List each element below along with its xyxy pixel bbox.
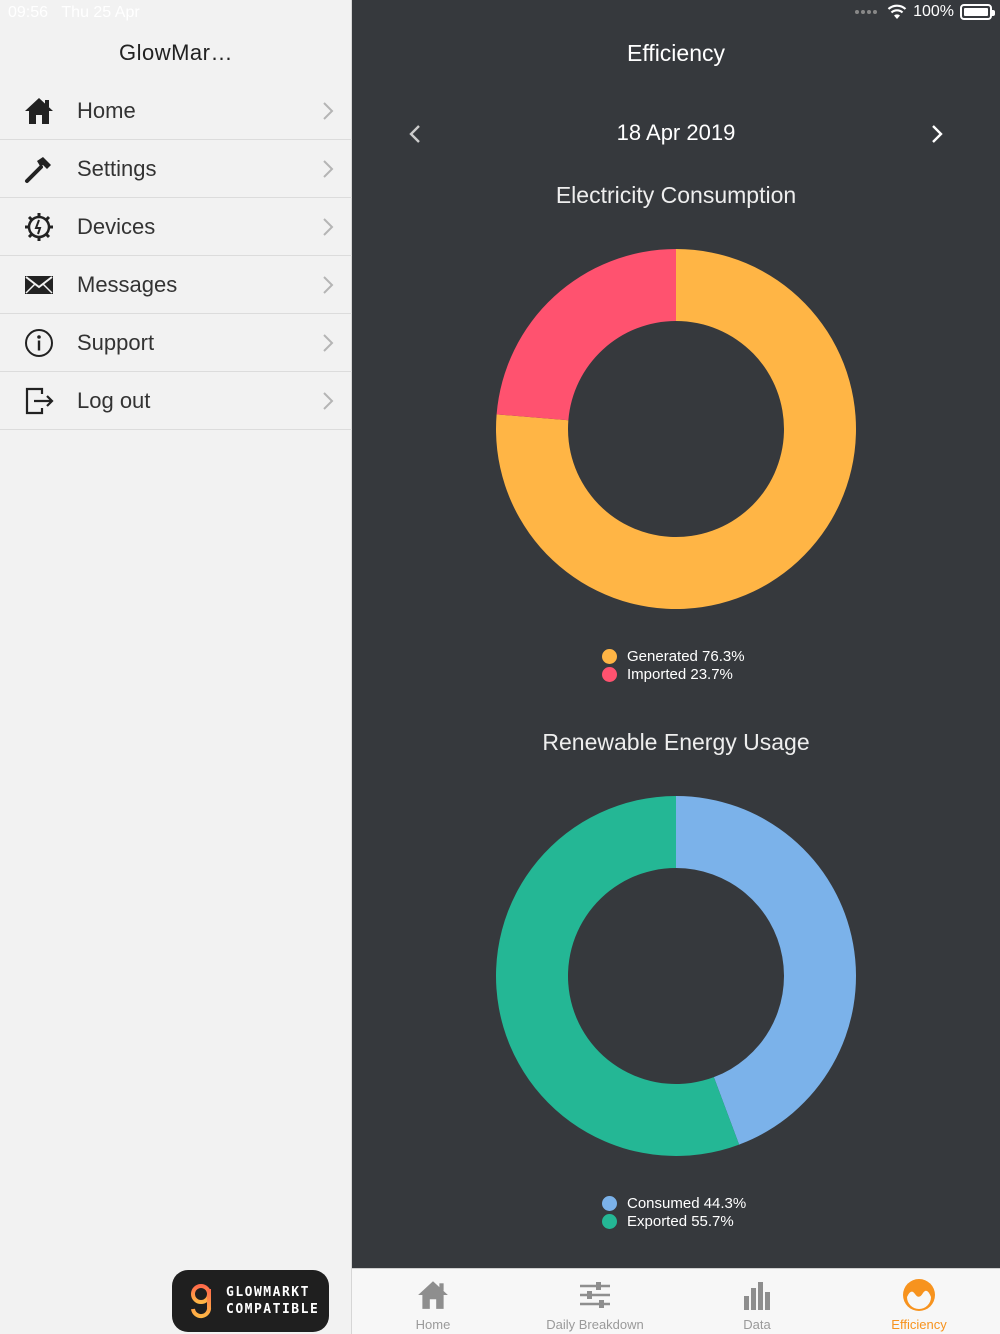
legend-item: Generated 76.3% xyxy=(602,647,745,665)
glowmarkt-logo-icon xyxy=(191,1284,212,1319)
date-label: 18 Apr 2019 xyxy=(616,120,736,145)
previous-date-button[interactable] xyxy=(406,124,426,144)
tab-home[interactable]: Home xyxy=(352,1269,514,1334)
donut-slice-consumed xyxy=(676,796,857,1145)
sidebar: GlowMar… Home Settings xyxy=(0,0,352,1334)
sidebar-item-logout[interactable]: Log out xyxy=(0,372,352,430)
legend-swatch xyxy=(602,1213,617,1229)
sidebar-item-devices[interactable]: Devices xyxy=(0,198,352,256)
sidebar-item-label: Log out xyxy=(77,387,151,413)
info-icon xyxy=(21,325,57,361)
logout-icon xyxy=(21,383,57,419)
sidebar-title: GlowMar… xyxy=(118,40,233,65)
tab-label: Data xyxy=(743,1317,771,1332)
renewable-energy-donut xyxy=(496,796,857,1156)
legend-item: Consumed 44.3% xyxy=(602,1194,746,1212)
efficiency-icon xyxy=(901,1277,937,1313)
envelope-icon xyxy=(21,267,57,303)
status-bar: 09:56 Thu 25 Apr 100% xyxy=(0,0,1000,26)
chart-legend: Generated 76.3% Imported 23.7% xyxy=(602,647,745,683)
chart-title: Renewable Energy Usage xyxy=(542,729,810,755)
legend-swatch xyxy=(602,1195,617,1211)
sidebar-item-settings[interactable]: Settings xyxy=(0,140,352,198)
next-date-button[interactable] xyxy=(926,124,946,144)
legend-swatch xyxy=(602,666,617,682)
legend-item: Imported 23.7% xyxy=(602,665,745,683)
sliders-icon xyxy=(577,1277,613,1313)
tab-label: Efficiency xyxy=(891,1317,947,1332)
donut-slice-exported xyxy=(496,796,740,1156)
badge-text: GLOWMARKT COMPATIBLE xyxy=(226,1285,320,1317)
legend-swatch xyxy=(602,648,617,664)
tab-label: Daily Breakdown xyxy=(546,1317,644,1332)
chevron-right-icon xyxy=(323,392,334,410)
glowmarkt-compatible-badge: GLOWMARKT COMPATIBLE xyxy=(172,1270,329,1332)
page-title: Efficiency xyxy=(626,40,725,66)
legend-label: Generated 76.3% xyxy=(627,647,745,665)
chevron-right-icon xyxy=(323,102,334,120)
wifi-icon xyxy=(887,4,907,19)
tab-label: Home xyxy=(415,1317,451,1332)
chevron-right-icon xyxy=(323,334,334,352)
battery-icon xyxy=(960,4,995,20)
status-time: 09:56 Thu 25 Apr xyxy=(8,4,140,21)
tab-data[interactable]: Data xyxy=(676,1269,838,1334)
donut-slice-generated xyxy=(495,249,856,609)
main-panel: Efficiency 18 Apr 2019 Electricity Consu… xyxy=(352,0,1000,1268)
sidebar-item-label: Settings xyxy=(77,155,157,181)
sidebar-item-label: Home xyxy=(77,97,136,123)
date-navigator: 18 Apr 2019 xyxy=(352,116,1000,152)
home-icon xyxy=(21,93,57,129)
sidebar-item-home[interactable]: Home xyxy=(0,82,352,140)
sidebar-item-label: Support xyxy=(77,329,155,355)
legend-label: Imported 23.7% xyxy=(627,665,733,683)
tab-efficiency[interactable]: Efficiency xyxy=(838,1269,1000,1334)
sidebar-item-messages[interactable]: Messages xyxy=(0,256,352,314)
tab-daily-breakdown[interactable]: Daily Breakdown xyxy=(514,1269,676,1334)
chart-title: Electricity Consumption xyxy=(555,182,797,208)
chevron-right-icon xyxy=(323,276,334,294)
chevron-right-icon xyxy=(323,160,334,178)
sidebar-menu: Home Settings xyxy=(0,82,352,430)
legend-label: Exported 55.7% xyxy=(627,1212,734,1230)
signal-icon xyxy=(855,10,878,14)
chart-legend: Consumed 44.3% Exported 55.7% xyxy=(602,1194,746,1230)
electricity-consumption-donut xyxy=(495,249,856,609)
sidebar-item-label: Devices xyxy=(77,213,156,239)
battery-percent: 100% xyxy=(913,3,954,20)
chevron-right-icon xyxy=(323,218,334,236)
legend-label: Consumed 44.3% xyxy=(627,1194,747,1212)
home-icon xyxy=(415,1277,451,1313)
legend-item: Exported 55.7% xyxy=(602,1212,746,1230)
tab-bar: Home Daily Breakdown Data Efficiency xyxy=(352,1268,1000,1334)
gear-icon xyxy=(21,209,57,245)
bar-chart-icon xyxy=(739,1277,775,1313)
sidebar-item-support[interactable]: Support xyxy=(0,314,352,372)
donut-slice-imported xyxy=(496,249,676,421)
hammer-icon xyxy=(21,151,57,187)
sidebar-item-label: Messages xyxy=(77,271,178,297)
status-indicators: 100% xyxy=(855,3,995,21)
